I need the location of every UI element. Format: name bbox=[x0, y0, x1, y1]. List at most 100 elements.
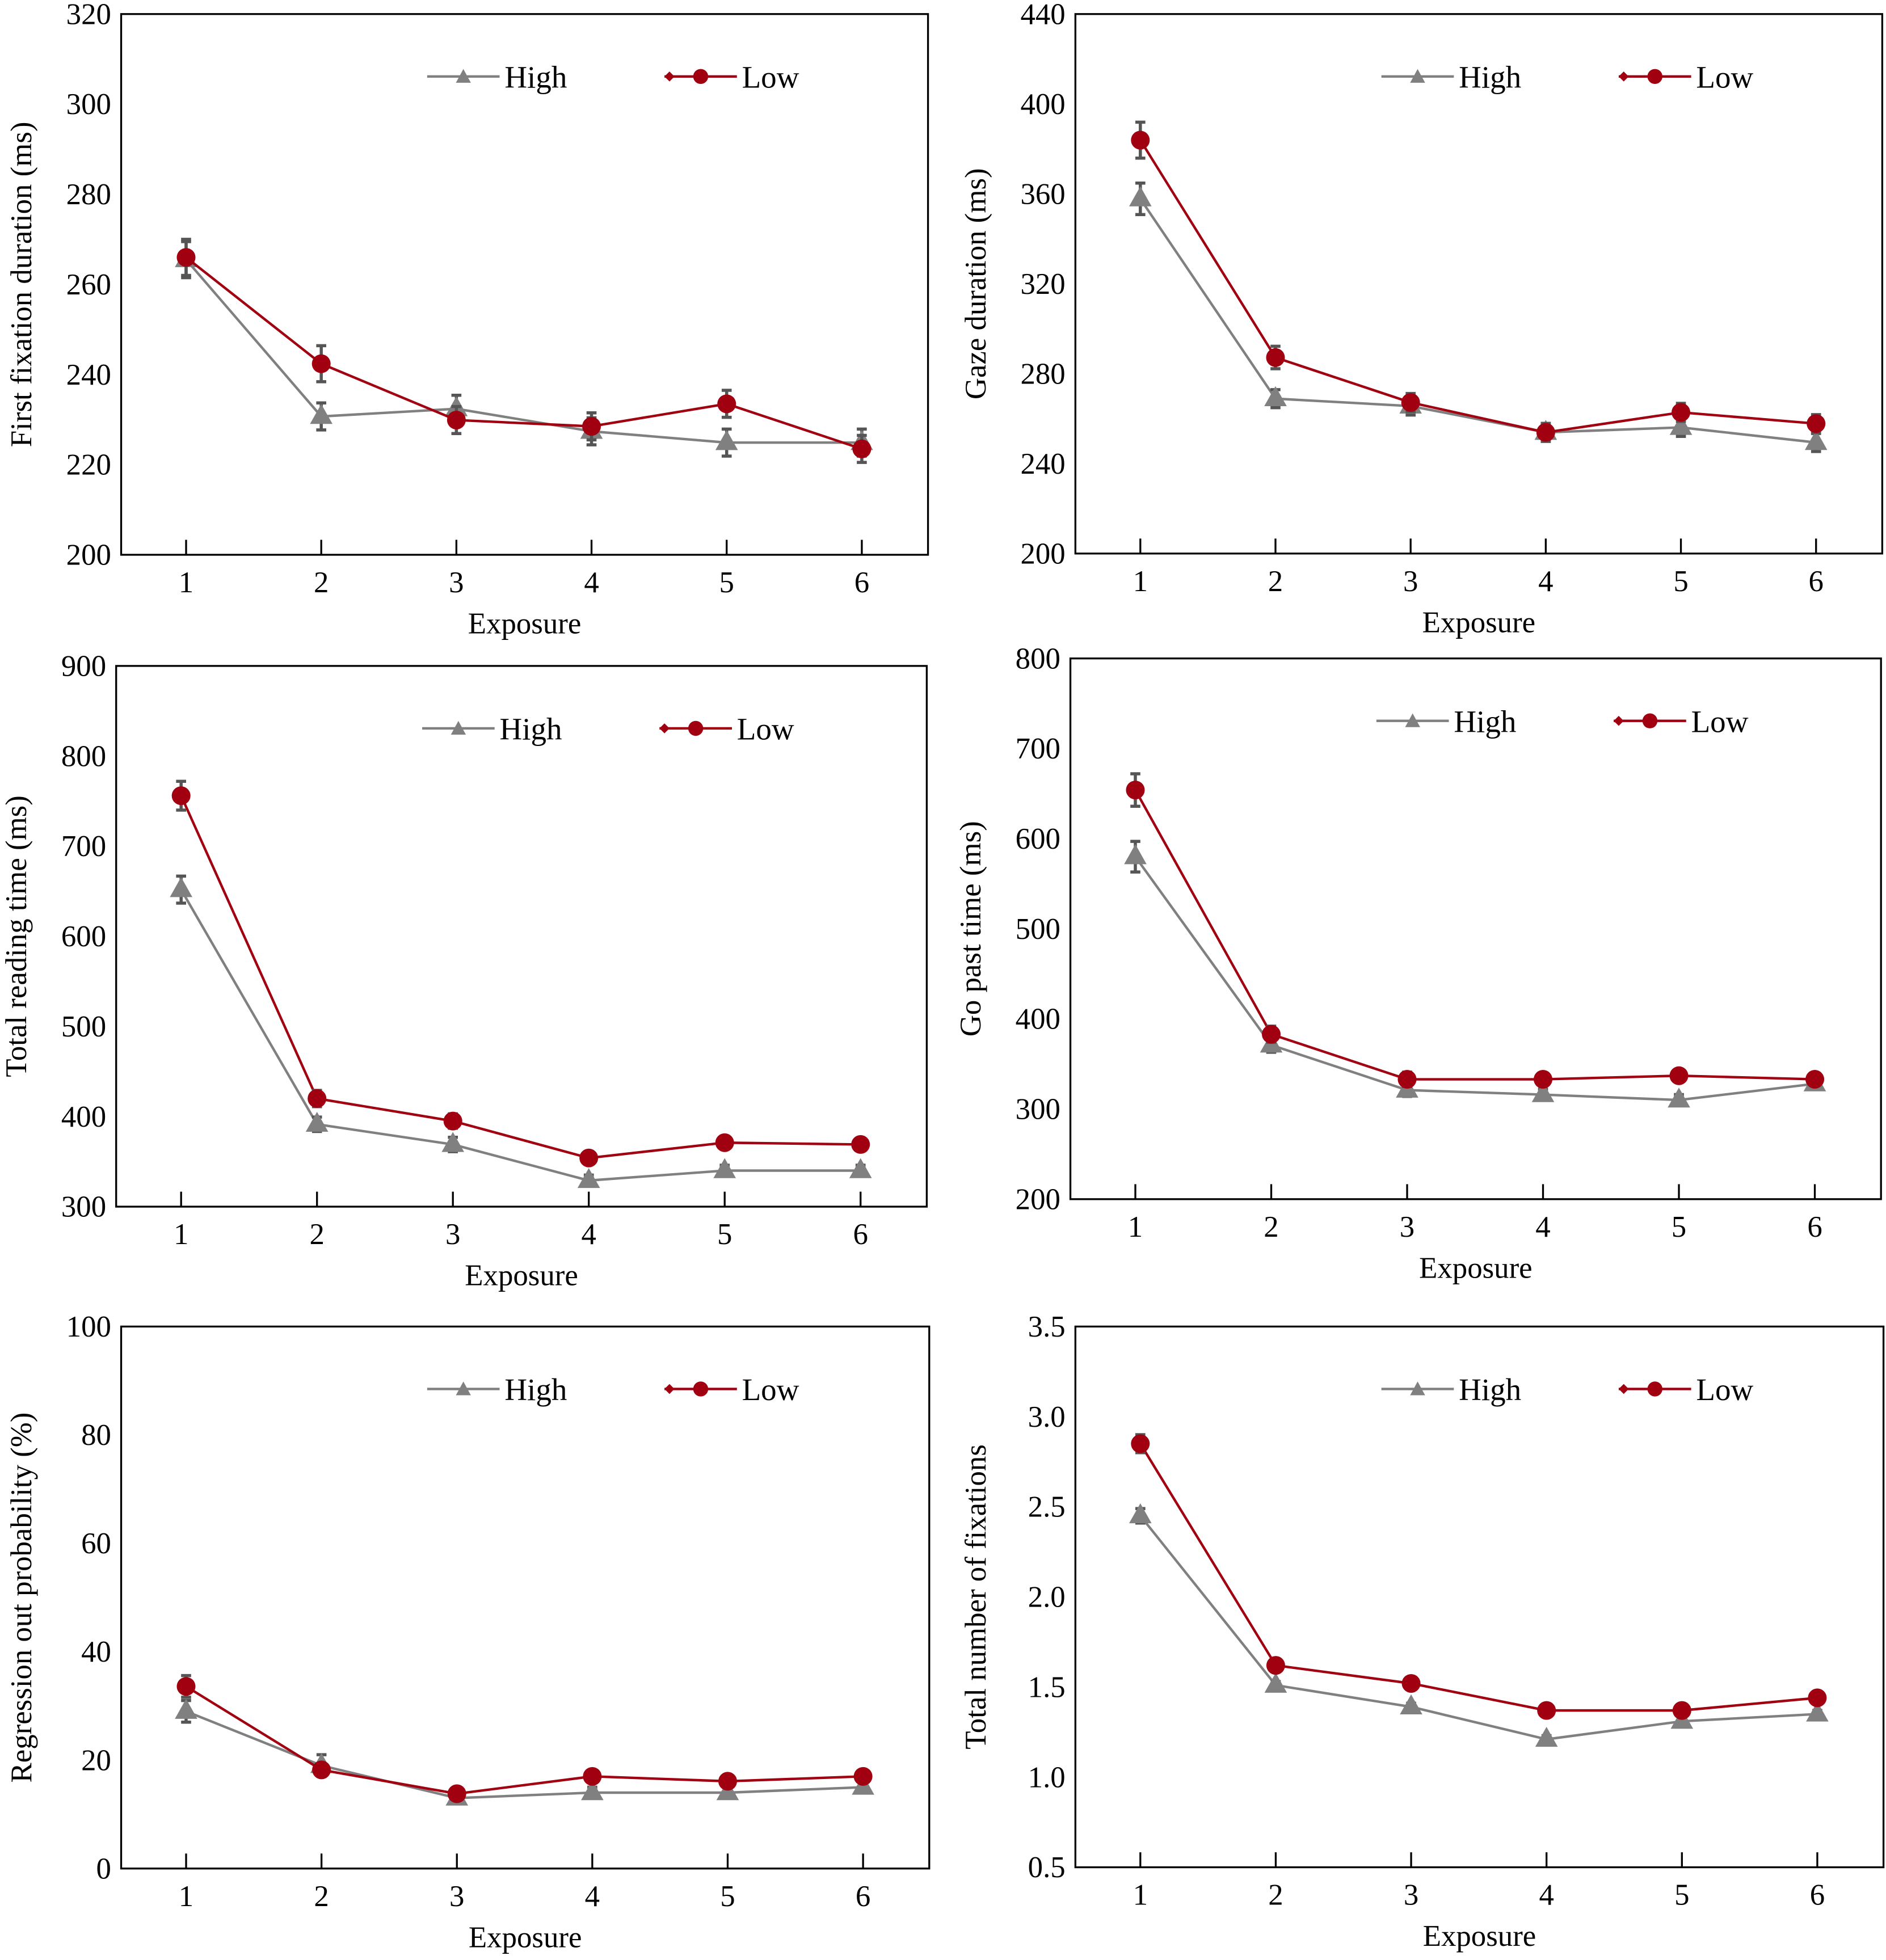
x-axis-label: Exposure bbox=[1419, 1252, 1533, 1285]
data-point bbox=[849, 1158, 872, 1178]
triangle-marker-icon bbox=[1410, 1381, 1425, 1396]
series-line bbox=[1139, 1515, 1818, 1741]
circle-marker-icon bbox=[693, 69, 709, 85]
y-tick-label: 40 bbox=[81, 1636, 111, 1668]
x-tick-label: 4 bbox=[1538, 565, 1553, 598]
y-tick-label: 440 bbox=[1020, 0, 1065, 31]
series-low bbox=[1131, 120, 1826, 443]
plot-frame bbox=[120, 1325, 931, 1870]
data-point bbox=[1266, 348, 1285, 367]
series-high bbox=[1129, 181, 1828, 453]
plot-frame bbox=[1074, 1325, 1885, 1869]
data-point bbox=[443, 1111, 462, 1131]
chart-panel-5: 0 20 40 60 80 100 1 2 3 4 5 6 Exposure Regression out… bbox=[5, 1310, 931, 1954]
series-line bbox=[1134, 789, 1815, 1081]
series-high bbox=[175, 1698, 874, 1806]
x-axis-label: Exposure bbox=[468, 608, 582, 640]
chart-panel-2: 200 240 280 320 360 400 440 1 2 3 4 5 6 Exposure Gaze … bbox=[959, 0, 1884, 639]
data-point bbox=[715, 1133, 734, 1152]
chart-panel-1: 200 220 240 260 280 300 320 1 2 3 4 5 6 Exposure First… bbox=[5, 0, 929, 640]
legend-item-high: High bbox=[427, 1372, 567, 1407]
series-line bbox=[185, 259, 862, 444]
data-point bbox=[312, 1760, 331, 1780]
plot-frame bbox=[120, 13, 929, 556]
legend-label: High bbox=[1459, 1372, 1521, 1407]
data-point bbox=[1124, 844, 1147, 865]
y-tick-label: 600 bbox=[61, 920, 106, 953]
data-point bbox=[1805, 1070, 1825, 1089]
diamond-marker-icon bbox=[1614, 715, 1624, 726]
legend-item-low: Low bbox=[1618, 60, 1754, 95]
series-line bbox=[1134, 855, 1815, 1102]
data-point bbox=[441, 1132, 465, 1152]
y-tick-label: 0.5 bbox=[1028, 1851, 1066, 1884]
y-tick-label: 240 bbox=[66, 359, 111, 391]
series-line bbox=[1139, 1443, 1818, 1712]
data-point bbox=[1535, 1726, 1558, 1747]
data-point bbox=[581, 1780, 604, 1801]
data-point bbox=[718, 1772, 738, 1791]
chart-panel-4: 200 300 400 500 600 700 800 1 2 3 4 5 6 Exposure Go pa… bbox=[954, 642, 1882, 1285]
data-point bbox=[305, 1111, 329, 1132]
y-tick-label: 300 bbox=[61, 1191, 106, 1224]
circle-marker-icon bbox=[1642, 713, 1658, 728]
data-point bbox=[1537, 1701, 1556, 1720]
data-point bbox=[1129, 186, 1152, 206]
diamond-marker-icon bbox=[664, 1384, 675, 1394]
x-tick-label: 6 bbox=[1807, 1211, 1822, 1244]
series-line bbox=[1139, 198, 1816, 444]
x-tick-label: 1 bbox=[179, 1880, 193, 1913]
x-tick-label: 3 bbox=[449, 1880, 464, 1913]
triangle-marker-icon bbox=[1410, 69, 1425, 83]
data-point bbox=[853, 1767, 873, 1786]
y-tick-label: 200 bbox=[1020, 537, 1065, 570]
data-point bbox=[1131, 130, 1150, 150]
data-point bbox=[311, 354, 331, 373]
y-tick-label: 800 bbox=[1016, 642, 1060, 675]
data-point bbox=[577, 1167, 600, 1188]
data-point bbox=[1401, 1674, 1421, 1693]
triangle-marker-icon bbox=[456, 1381, 471, 1396]
y-axis-label: Go past time (ms) bbox=[954, 821, 987, 1036]
x-tick-label: 5 bbox=[1672, 1211, 1686, 1244]
y-tick-label: 3.0 bbox=[1028, 1401, 1066, 1434]
y-tick-label: 3.5 bbox=[1028, 1310, 1066, 1343]
legend-label: Low bbox=[1696, 1372, 1753, 1407]
x-tick-label: 4 bbox=[1539, 1879, 1554, 1912]
x-axis-label: Exposure bbox=[465, 1259, 578, 1292]
series-line bbox=[1139, 139, 1816, 434]
series-low bbox=[171, 779, 870, 1167]
data-point bbox=[1264, 1672, 1287, 1693]
y-tick-label: 320 bbox=[1020, 268, 1065, 301]
x-tick-label: 4 bbox=[585, 1880, 600, 1913]
x-tick-label: 6 bbox=[1810, 1879, 1825, 1912]
x-tick-label: 1 bbox=[179, 566, 193, 599]
x-tick-label: 1 bbox=[1133, 565, 1148, 598]
data-point bbox=[1534, 1070, 1553, 1089]
x-tick-label: 2 bbox=[314, 1880, 329, 1913]
x-axis-label: Exposure bbox=[469, 1921, 582, 1954]
series-line bbox=[180, 795, 861, 1160]
data-point bbox=[1536, 423, 1555, 442]
y-tick-label: 240 bbox=[1020, 448, 1065, 480]
circle-marker-icon bbox=[1647, 1381, 1662, 1397]
data-point bbox=[717, 394, 736, 414]
data-point bbox=[583, 1767, 602, 1786]
x-tick-label: 3 bbox=[1404, 1879, 1418, 1912]
series-low bbox=[1131, 1433, 1827, 1720]
triangle-marker-icon bbox=[1405, 713, 1420, 727]
data-point bbox=[852, 439, 872, 458]
y-tick-label: 200 bbox=[1016, 1183, 1060, 1216]
x-tick-label: 2 bbox=[1268, 565, 1283, 598]
y-axis-label: Total number of fixations bbox=[959, 1444, 992, 1750]
x-tick-label: 4 bbox=[584, 566, 599, 599]
data-point bbox=[447, 1784, 466, 1803]
legend-label: High bbox=[504, 1372, 567, 1407]
data-point bbox=[851, 1135, 870, 1154]
y-tick-label: 400 bbox=[1016, 1003, 1060, 1036]
series-high bbox=[1129, 1503, 1829, 1747]
chart-panel-3: 300 400 500 600 700 800 900 1 2 3 4 5 6 Exposure Total… bbox=[0, 650, 928, 1292]
diamond-marker-icon bbox=[1618, 1384, 1629, 1394]
legend-label: High bbox=[504, 60, 567, 95]
